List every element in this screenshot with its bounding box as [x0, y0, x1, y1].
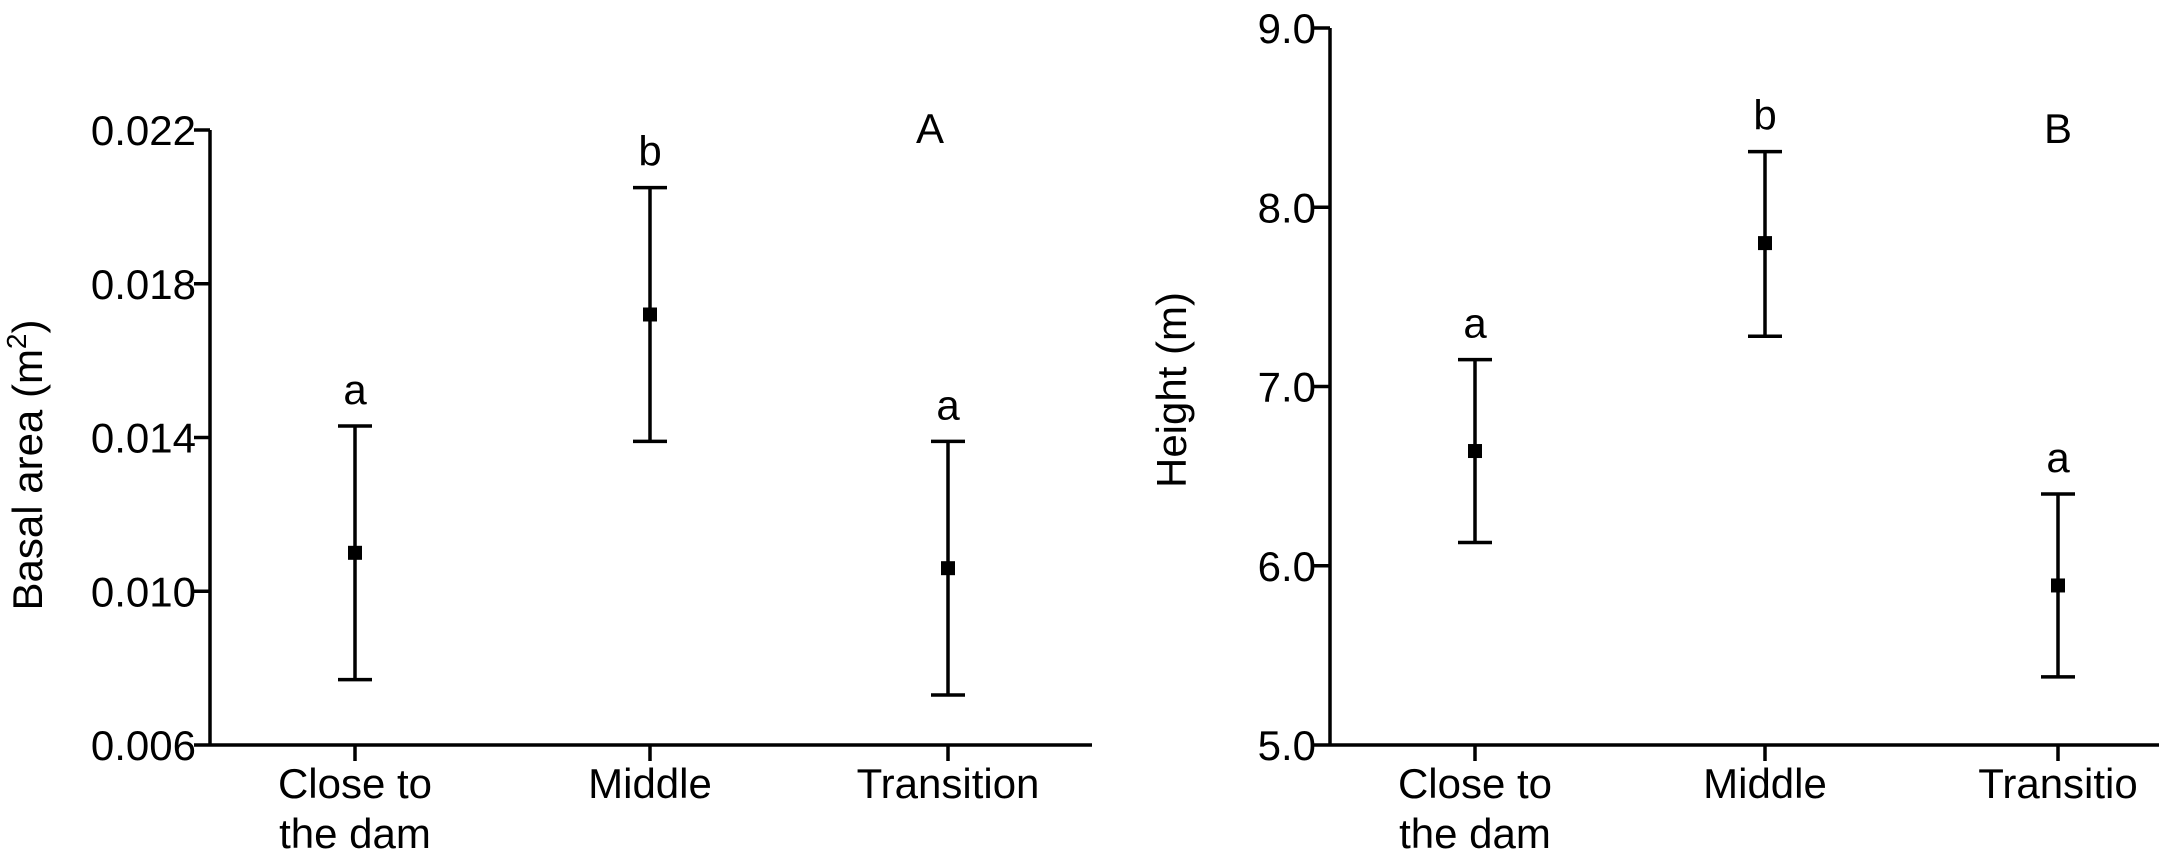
panel-b-y-ticks: 5.0 6.0 7.0 8.0 9.0 — [1258, 5, 1330, 769]
category-label: Transitio — [1978, 760, 2138, 807]
mean-point — [2051, 578, 2065, 593]
significance-letter: a — [343, 366, 367, 413]
mean-point — [348, 545, 362, 560]
y-tick-label: 9.0 — [1258, 5, 1316, 52]
mean-point — [1468, 444, 1482, 459]
significance-letter: a — [2046, 434, 2070, 481]
panel-a-y-axis-title: Basal area (m2) — [1, 319, 51, 610]
mean-point — [1758, 236, 1772, 251]
y-tick-label: 0.010 — [91, 568, 196, 615]
y-tick-label: 7.0 — [1258, 364, 1316, 411]
category-label: Middle — [1703, 760, 1827, 807]
y-tick-label: 0.014 — [91, 415, 196, 462]
panel-b-points: a b a — [1458, 92, 2075, 679]
panel-b-y-axis-title: Height (m) — [1148, 292, 1195, 488]
y-tick-label: 0.006 — [91, 722, 196, 769]
panel-b-axes — [1328, 28, 2159, 747]
category-label-line2: the dam — [1399, 810, 1551, 855]
y-tick-label: 5.0 — [1258, 722, 1316, 769]
category-label: Transition — [857, 760, 1040, 807]
y-tick-label: 8.0 — [1258, 184, 1316, 231]
y-tick-label: 0.018 — [91, 261, 196, 308]
panel-a-letter: A — [916, 105, 944, 152]
panel-a-y-ticks: 0.006 0.010 0.014 0.018 0.022 — [91, 107, 210, 769]
panel-b-letter: B — [2044, 105, 2072, 152]
category-label-line2: the dam — [279, 810, 431, 855]
category-label: Close to — [1398, 760, 1552, 807]
category-label: Close to — [278, 760, 432, 807]
mean-point — [643, 307, 657, 322]
significance-letter: a — [936, 381, 960, 428]
panel-a-points: a b a — [338, 128, 965, 697]
category-label: Middle — [588, 760, 712, 807]
y-tick-label: 0.022 — [91, 107, 196, 154]
y-tick-label: 6.0 — [1258, 543, 1316, 590]
significance-letter: b — [1753, 92, 1776, 139]
significance-letter: a — [1463, 300, 1487, 347]
mean-point — [941, 561, 955, 576]
significance-letter: b — [638, 128, 661, 175]
